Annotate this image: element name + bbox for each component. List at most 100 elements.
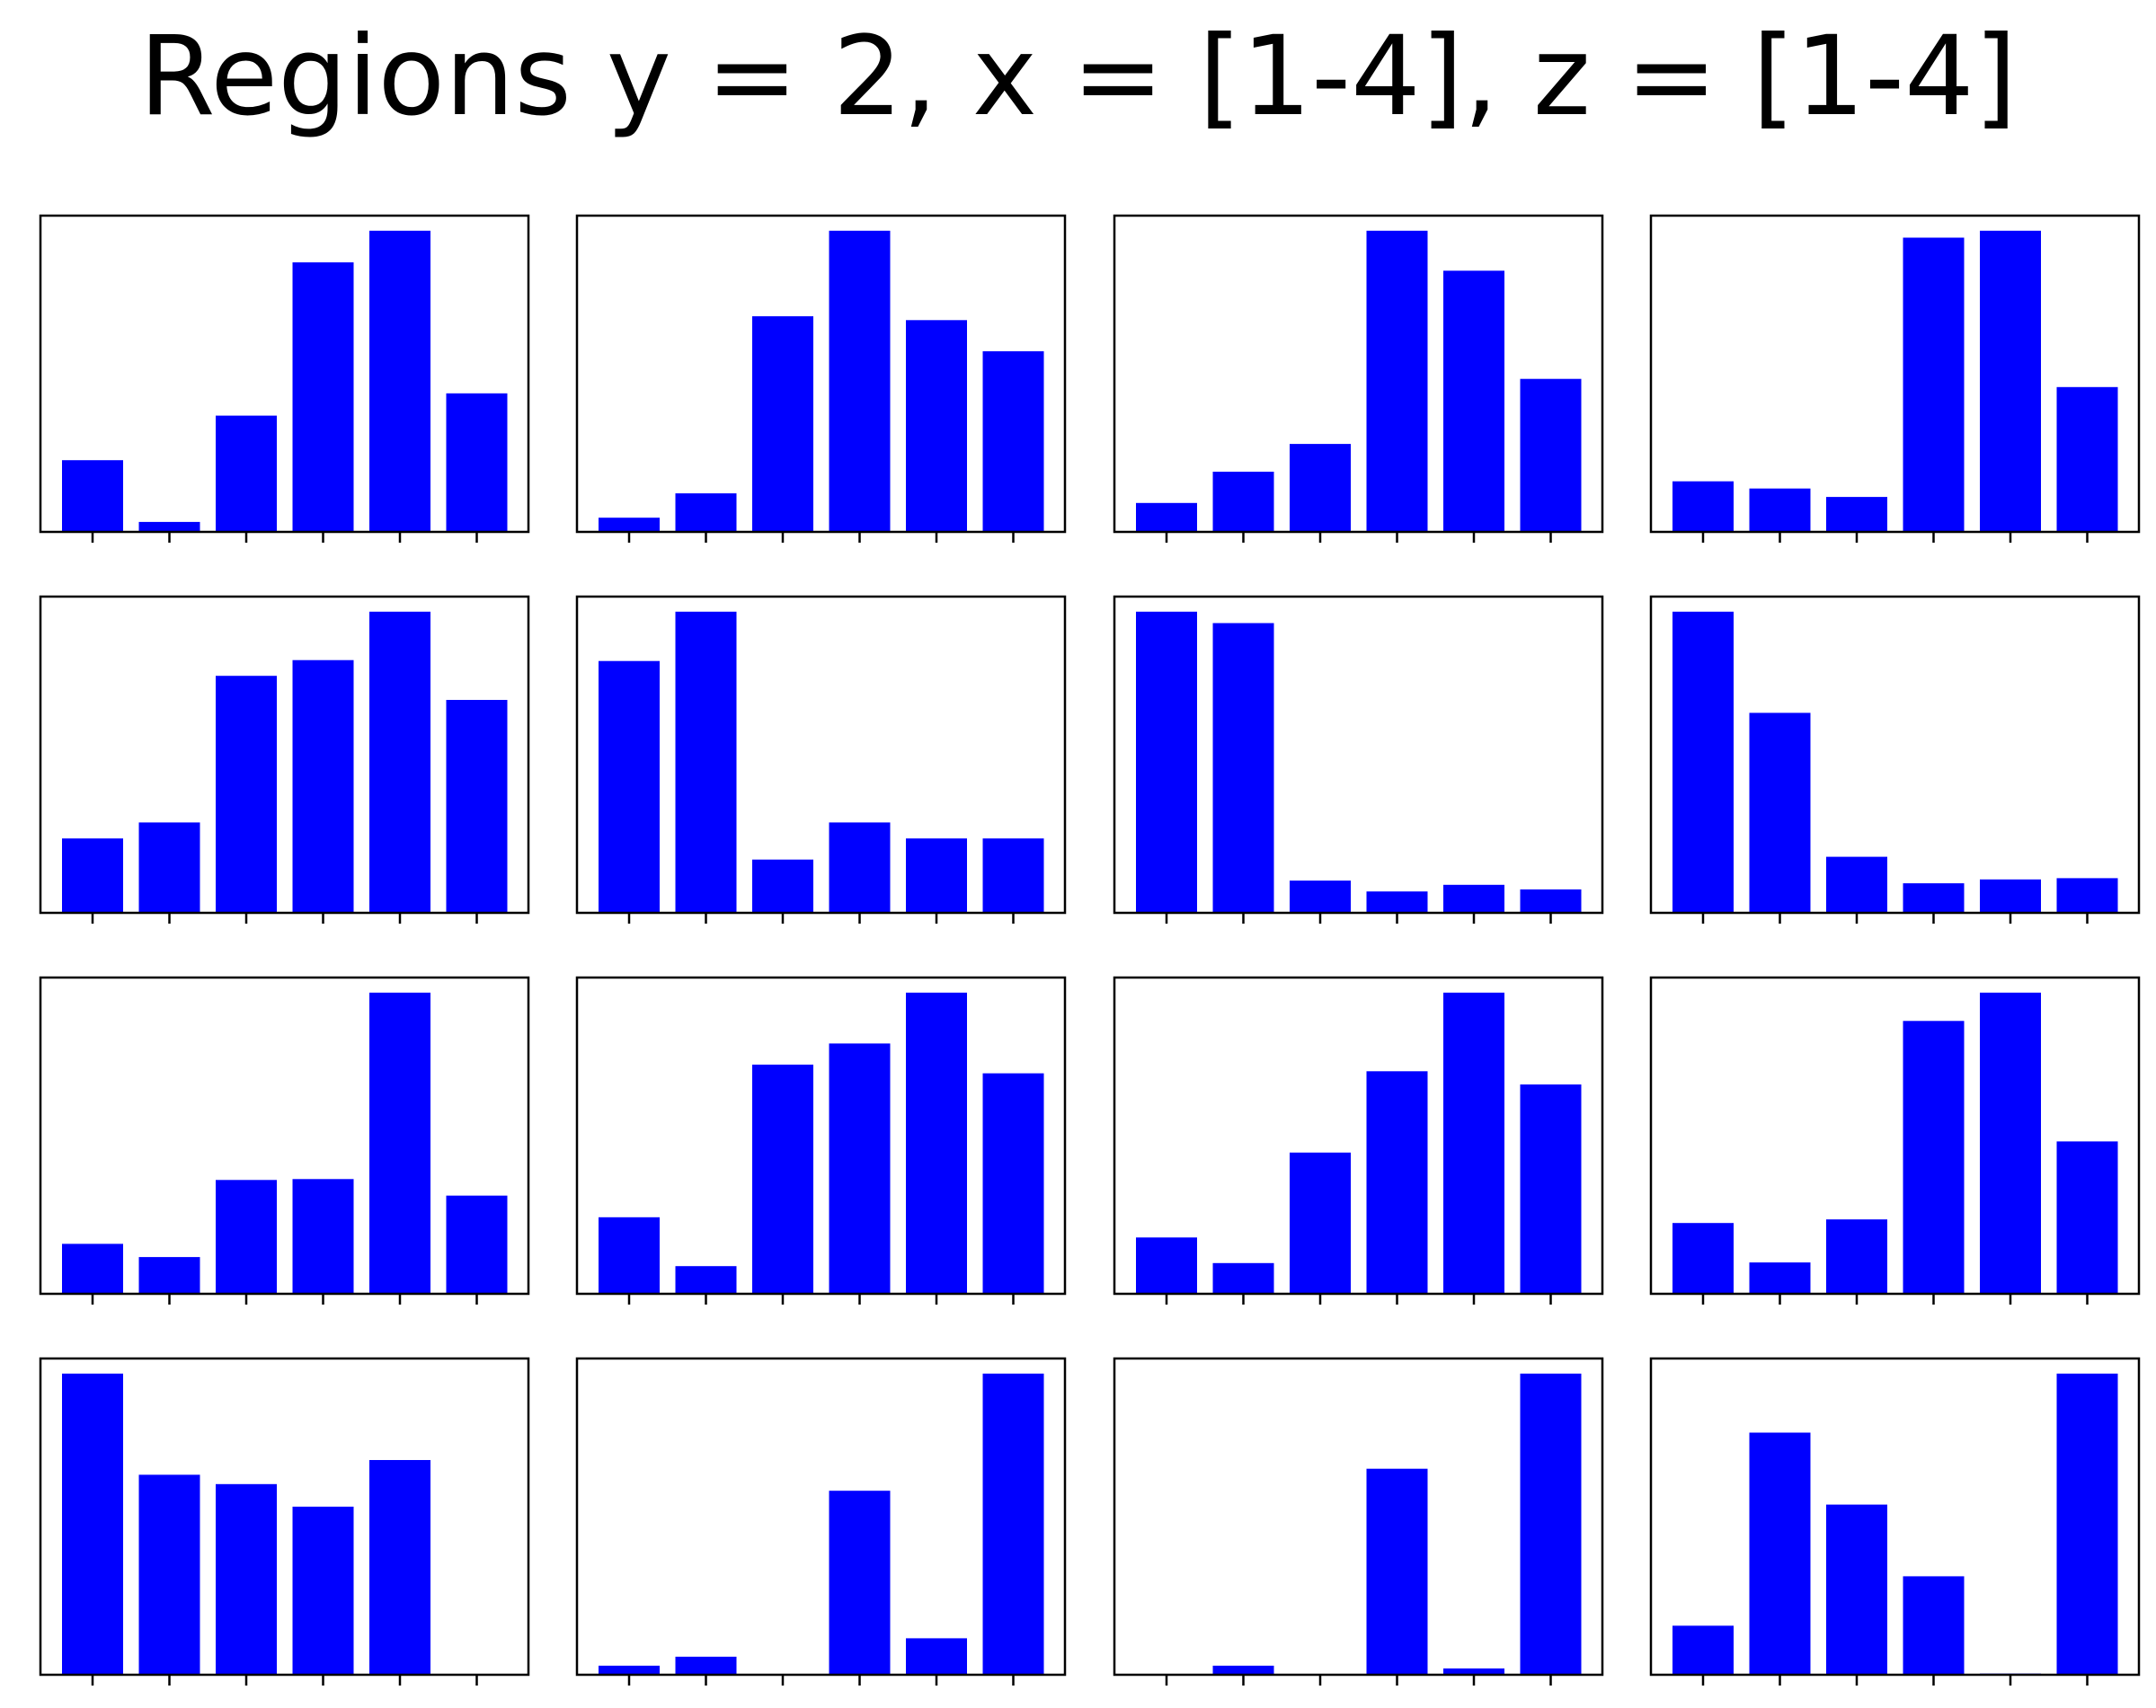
bar-6 xyxy=(446,700,508,913)
bar-3 xyxy=(752,1064,813,1294)
bar-1 xyxy=(1672,481,1734,532)
bar-1 xyxy=(1672,1223,1734,1294)
bar-4 xyxy=(829,1491,891,1675)
bar-6 xyxy=(1520,1373,1582,1675)
bar-4 xyxy=(1366,891,1428,913)
subplot-r1-c1 xyxy=(39,214,530,543)
bar-4 xyxy=(1903,1576,1965,1675)
axes-frame xyxy=(575,214,1067,534)
bar-6 xyxy=(1520,378,1582,532)
bar-2 xyxy=(675,611,737,913)
bar-6 xyxy=(982,350,1044,532)
bar-3 xyxy=(216,1483,277,1675)
subplot-r2-c2 xyxy=(575,595,1067,924)
bar-6 xyxy=(1520,1084,1582,1294)
bar-4 xyxy=(1903,1021,1965,1294)
subplot-r1-c3 xyxy=(1113,214,1604,543)
figure-title: Regions y = 2, x = [1-4], z = [1-4] xyxy=(138,13,2018,140)
bar-3 xyxy=(216,415,277,532)
subplot-r2-c1 xyxy=(39,595,530,924)
subplot-r1-c4 xyxy=(1649,214,2141,543)
axes-frame xyxy=(575,595,1067,915)
bar-1 xyxy=(599,518,660,532)
bar-5 xyxy=(1443,270,1504,532)
bar-4 xyxy=(292,1179,354,1294)
bar-2 xyxy=(1212,1665,1274,1675)
bar-2 xyxy=(1749,1432,1811,1675)
subplot-r4-c3 xyxy=(1113,1357,1604,1686)
bar-3 xyxy=(216,676,277,913)
bar-4 xyxy=(292,1506,354,1675)
bar-2 xyxy=(1749,712,1811,913)
bar-2 xyxy=(138,1257,200,1294)
bar-4 xyxy=(829,230,891,532)
bar-5 xyxy=(1980,879,2041,913)
axes-frame xyxy=(1113,214,1604,534)
axes-frame xyxy=(575,1357,1067,1677)
bar-4 xyxy=(829,1043,891,1294)
bar-5 xyxy=(906,992,967,1294)
bar-4 xyxy=(1366,1071,1428,1294)
subplot-r3-c4 xyxy=(1649,976,2141,1305)
axes-frame xyxy=(1113,595,1604,915)
bar-3 xyxy=(1290,444,1351,532)
bar-1 xyxy=(62,838,123,913)
bar-5 xyxy=(369,611,430,913)
bar-2 xyxy=(1749,1262,1811,1294)
bar-3 xyxy=(1826,1504,1887,1675)
axes-frame xyxy=(575,976,1067,1296)
subplot-r4-c2 xyxy=(575,1357,1067,1686)
bar-3 xyxy=(1826,1219,1887,1294)
bar-3 xyxy=(1290,1152,1351,1294)
axes-frame xyxy=(39,976,530,1296)
axes-frame xyxy=(39,1357,530,1677)
bar-2 xyxy=(675,493,737,532)
bar-4 xyxy=(292,659,354,913)
bar-5 xyxy=(369,992,430,1294)
bar-5 xyxy=(906,838,967,913)
bar-6 xyxy=(446,393,508,532)
axes-frame xyxy=(1649,1357,2141,1677)
bar-5 xyxy=(369,230,430,532)
subplot-r2-c4 xyxy=(1649,595,2141,924)
bar-5 xyxy=(1980,230,2041,532)
bar-3 xyxy=(752,859,813,913)
bar-5 xyxy=(906,320,967,532)
bar-4 xyxy=(1903,237,1965,532)
bar-1 xyxy=(599,660,660,913)
bar-6 xyxy=(982,838,1044,913)
subplot-r3-c2 xyxy=(575,976,1067,1305)
bar-1 xyxy=(1136,502,1197,532)
bar-4 xyxy=(829,822,891,913)
bar-6 xyxy=(982,1373,1044,1675)
axes-frame xyxy=(39,214,530,534)
subplot-r3-c1 xyxy=(39,976,530,1305)
subplot-r1-c2 xyxy=(575,214,1067,543)
bar-3 xyxy=(1290,881,1351,913)
bar-5 xyxy=(1980,992,2041,1294)
bar-4 xyxy=(1366,230,1428,532)
bar-5 xyxy=(369,1460,430,1675)
bar-6 xyxy=(1520,889,1582,913)
bar-5 xyxy=(1443,1668,1504,1675)
bar-6 xyxy=(446,1195,508,1294)
bar-2 xyxy=(675,1266,737,1294)
axes-frame xyxy=(39,595,530,915)
bar-2 xyxy=(138,521,200,532)
bar-3 xyxy=(1826,856,1887,913)
axes-frame xyxy=(1113,1357,1604,1677)
bar-2 xyxy=(1212,472,1274,532)
bar-2 xyxy=(1749,488,1811,532)
bar-2 xyxy=(1212,623,1274,913)
bar-3 xyxy=(752,316,813,532)
bar-2 xyxy=(1212,1262,1274,1294)
bar-2 xyxy=(675,1656,737,1675)
bar-1 xyxy=(1672,1625,1734,1675)
bar-3 xyxy=(216,1180,277,1294)
bar-6 xyxy=(982,1073,1044,1294)
bar-5 xyxy=(1443,992,1504,1294)
bar-1 xyxy=(62,460,123,532)
bar-4 xyxy=(1903,883,1965,913)
bar-1 xyxy=(1672,611,1734,913)
